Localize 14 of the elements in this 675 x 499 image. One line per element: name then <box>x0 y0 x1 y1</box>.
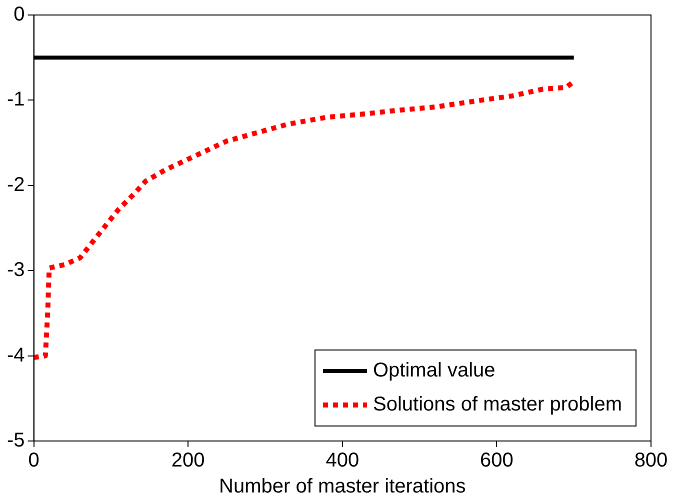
legend-label: Optimal value <box>372 360 496 382</box>
x-tick-label: 400 <box>326 450 360 472</box>
x-axis-title: Number of master iterations <box>219 476 466 498</box>
y-tick-label: -1 <box>6 88 25 111</box>
y-tick-label: -5 <box>6 430 25 452</box>
x-tick-label: 800 <box>634 450 668 472</box>
y-tick-label: -2 <box>6 174 25 196</box>
y-tick-label: -3 <box>6 259 25 282</box>
y-tick-label: -4 <box>6 344 25 366</box>
legend-label: Solutions of master problem <box>372 394 622 416</box>
x-tick-label: 600 <box>480 450 514 472</box>
x-tick-label: 0 <box>28 450 40 472</box>
y-tick-label: 0 <box>14 4 25 26</box>
x-tick-label: 200 <box>171 450 205 472</box>
